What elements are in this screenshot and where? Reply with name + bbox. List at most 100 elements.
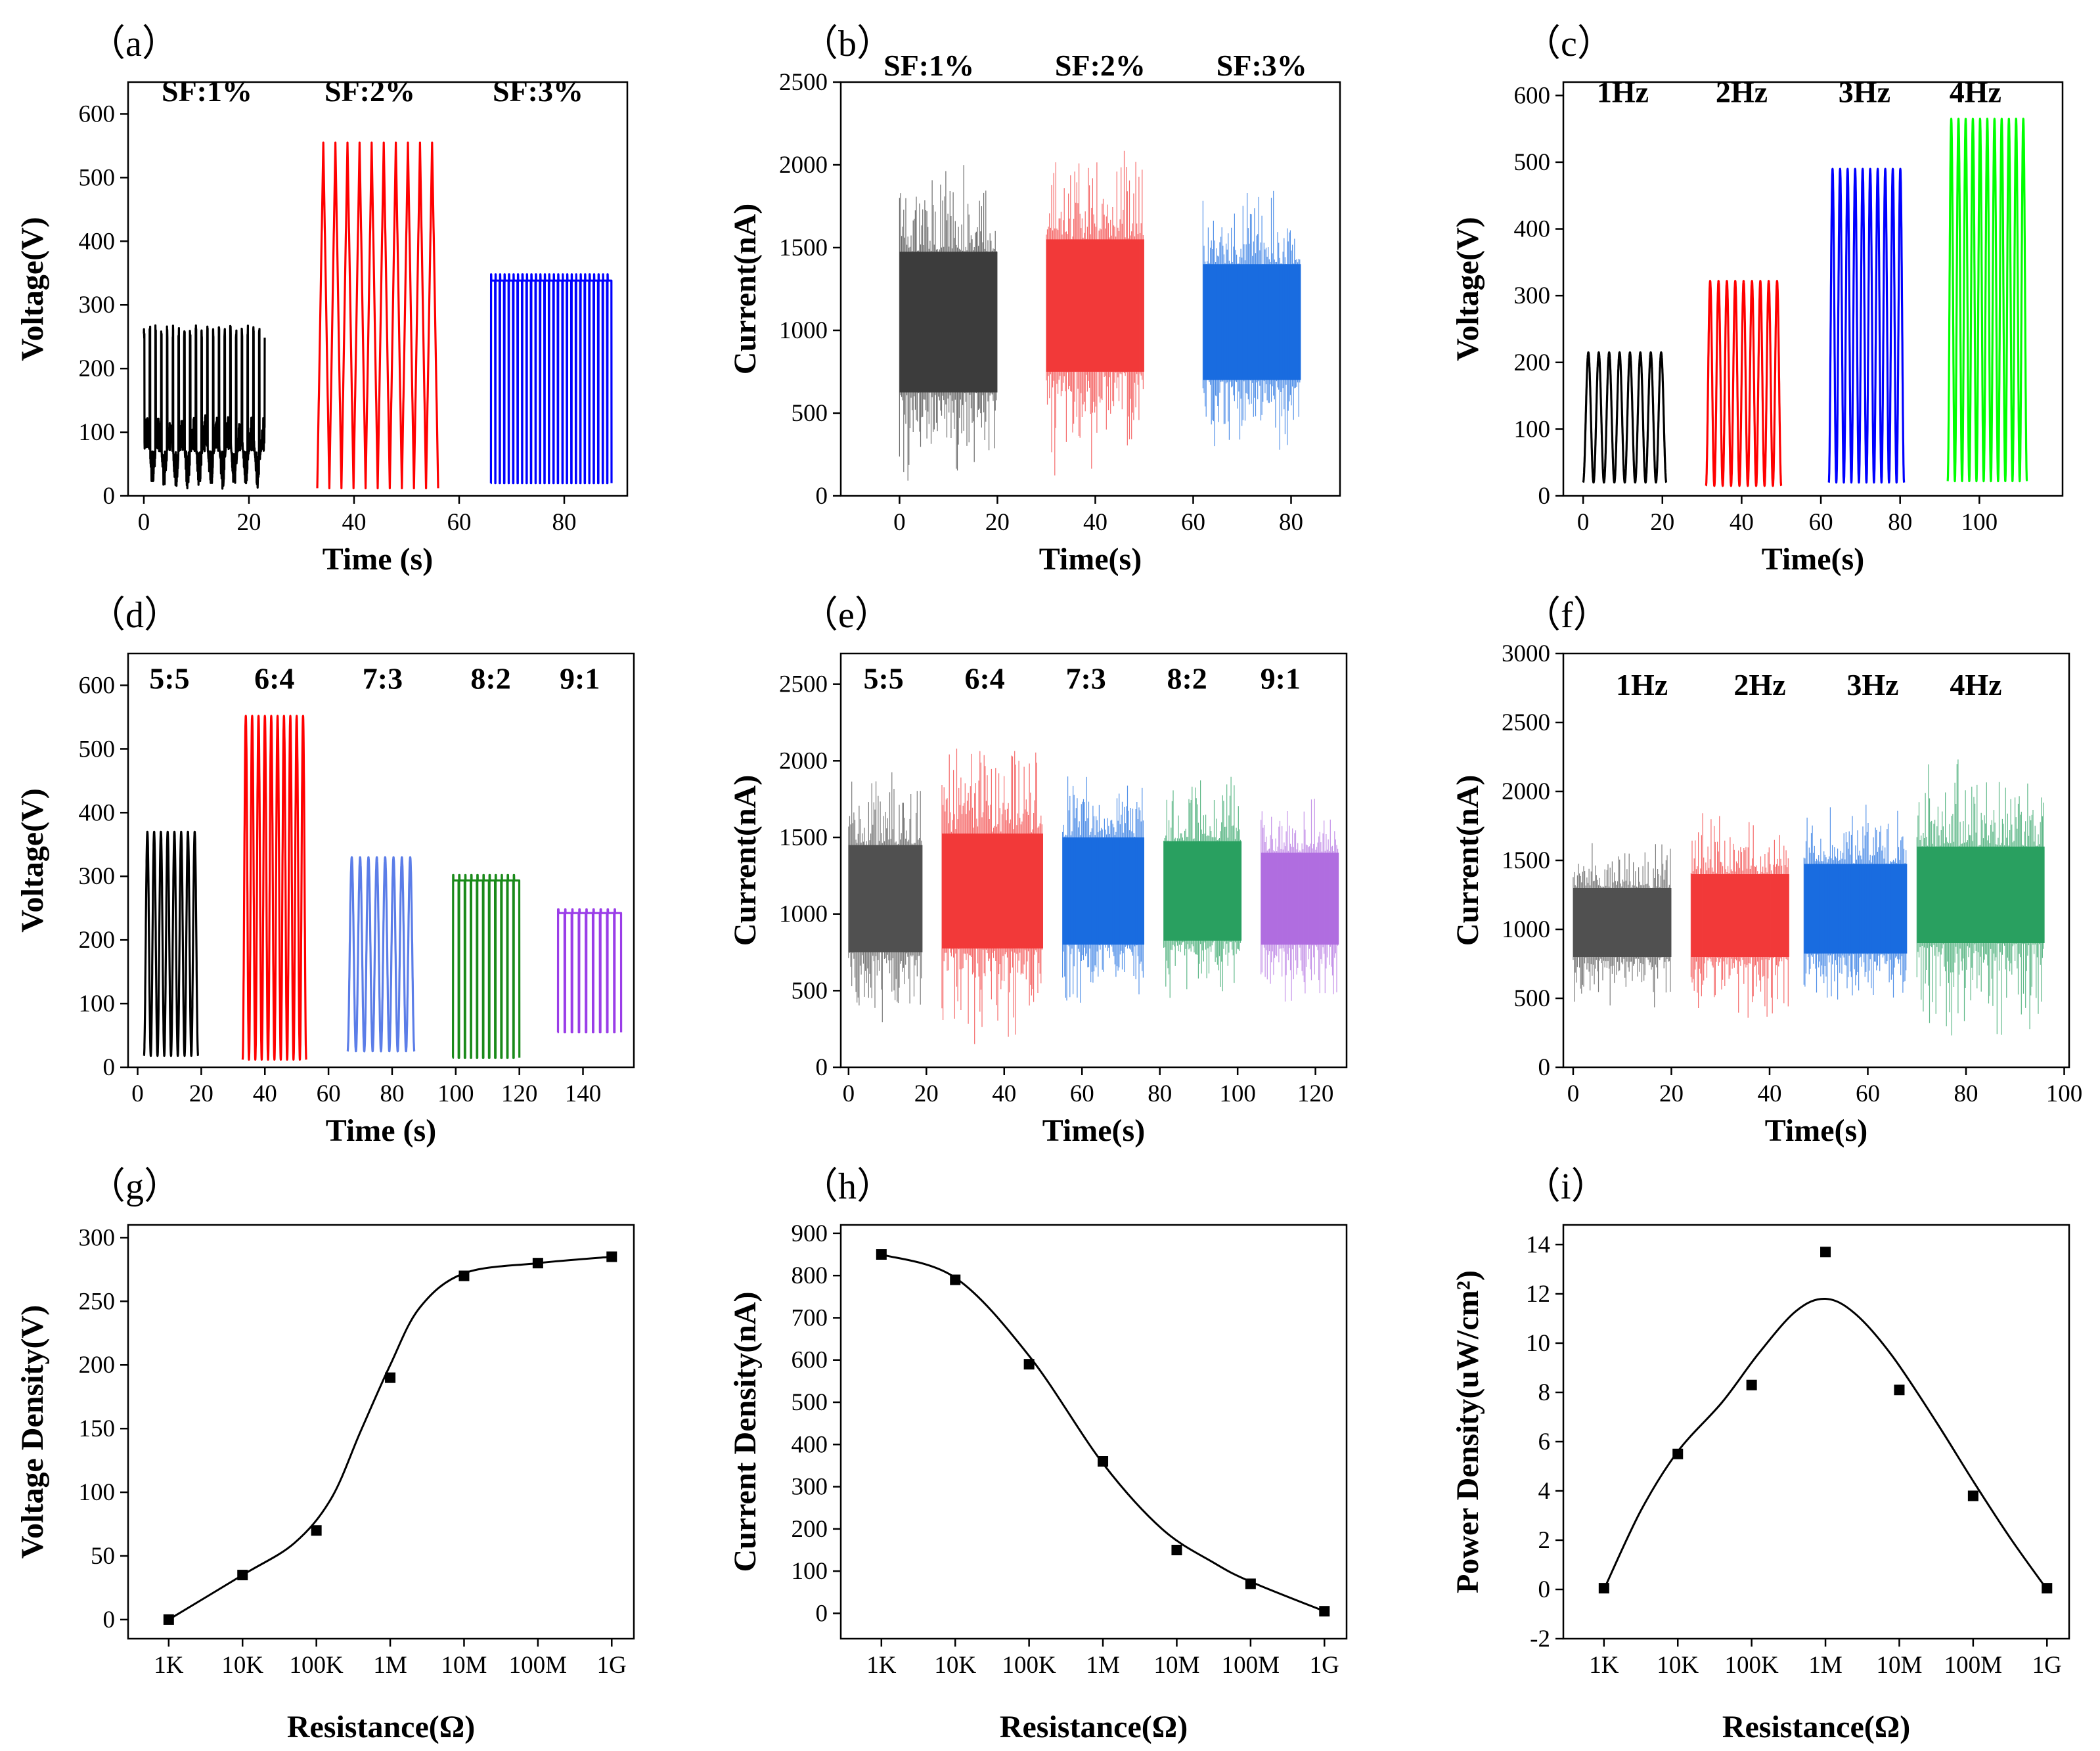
data-point-1M	[1098, 1456, 1109, 1467]
annotation: 4Hz	[1950, 668, 2001, 701]
y-tick-label: 600	[79, 100, 116, 127]
x-tick-label: 1K	[866, 1652, 897, 1679]
panel-d: （d） 0 100 200 300 400 500 600 0 20 40 60 80 100 120 140…	[15, 595, 635, 1148]
series-SF3-band	[1202, 190, 1301, 450]
y-axis-label: Current(nA)	[728, 775, 763, 946]
x-axis-label: Resistance(Ω)	[1000, 1710, 1188, 1744]
x-tick-label: 20	[1650, 509, 1674, 536]
band-spikes	[941, 748, 1042, 1044]
data-point-10M	[1894, 1385, 1905, 1396]
y-tick-label: 1000	[779, 901, 828, 928]
y-axis-label: Power Density(uW/cm²)	[1450, 1270, 1485, 1593]
data-point-1G	[1319, 1606, 1330, 1617]
y-tick-label: 200	[79, 355, 116, 382]
panel-label: （c）	[1524, 24, 1614, 64]
data-point-100M	[1967, 1490, 1978, 1501]
data-point-1M	[385, 1372, 396, 1383]
y-tick-label: 2500	[1502, 709, 1550, 736]
x-tick-label: 20	[1659, 1080, 1684, 1107]
annotation: SF:2%	[1055, 49, 1146, 82]
y-axis-label: Voltage(V)	[15, 788, 50, 933]
panel-g: （g） 0 50 100 150 200 250 300 1K 10K 100K 1M 10M 100M 1…	[15, 1166, 635, 1744]
annotation: 3Hz	[1846, 668, 1898, 701]
x-tick-label: 80	[1279, 509, 1303, 536]
x-tick-label: 80	[1888, 509, 1912, 536]
y-tick-label: 200	[79, 1352, 116, 1379]
y-tick-label: 10	[1526, 1330, 1550, 1357]
plot-frame	[839, 81, 1341, 497]
band-core	[899, 252, 998, 393]
y-tick-label: 300	[79, 1224, 116, 1251]
x-tick-label: 0	[843, 1080, 855, 1107]
y-tick-label: 100	[1514, 416, 1551, 443]
data-point-100M	[1245, 1578, 1256, 1589]
band-spikes	[1573, 843, 1671, 1008]
series-64-band	[941, 748, 1043, 1044]
y-tick-label: 400	[792, 1431, 828, 1458]
series-SF2-band	[1046, 150, 1144, 476]
y-tick-label: 600	[792, 1347, 828, 1374]
y-axis-label: Current(nA)	[728, 204, 763, 374]
y-tick-label: 0	[103, 1054, 116, 1081]
y-tick-label: -2	[1530, 1626, 1550, 1652]
x-tick-label: 40	[992, 1080, 1016, 1107]
plot-frame	[839, 1224, 1348, 1640]
series-4Hz-band	[1916, 759, 2045, 1036]
y-tick-label: 150	[79, 1415, 116, 1442]
y-tick-label: 0	[103, 1607, 116, 1633]
panel-b: （b） 0 500 1000 1500 2000 2500 0 20 40 60 80 Time(s) C…	[728, 24, 1341, 577]
x-tick-label: 40	[342, 509, 367, 536]
y-tick-label: 500	[1514, 149, 1551, 176]
x-tick-label: 1M	[373, 1652, 407, 1679]
y-tick-label: 400	[1514, 216, 1551, 243]
data-point-100M	[532, 1258, 543, 1269]
y-tick-label: 1000	[1502, 916, 1550, 943]
x-tick-label: 60	[1181, 509, 1205, 536]
x-tick-label: 20	[189, 1080, 213, 1107]
data-point-100K	[1746, 1379, 1757, 1390]
annotation: 7:3	[363, 661, 403, 695]
plot-frame	[839, 652, 1348, 1069]
y-tick-label: 0	[103, 483, 116, 510]
x-tick-label: 80	[552, 509, 577, 536]
panel-label: （e）	[801, 595, 891, 636]
y-tick-label: 1500	[1502, 847, 1550, 874]
x-tick-label: 10M	[1877, 1652, 1923, 1679]
data-point-10M	[1171, 1545, 1182, 1555]
x-tick-label: 60	[1856, 1080, 1880, 1107]
data-point-10K	[1672, 1448, 1684, 1459]
x-tick-label: 1G	[1310, 1652, 1339, 1679]
y-tick-label: 2000	[779, 747, 828, 774]
panel-f: （f） 0 500 1000 1500 2000 2500 3000 0 20 40 60 80 100 T…	[1450, 595, 2082, 1148]
data-point-100K	[311, 1525, 322, 1536]
data-point-10K	[237, 1570, 248, 1581]
y-tick-label: 500	[792, 400, 828, 427]
x-tick-label: 100K	[290, 1652, 344, 1679]
data-point-1K	[163, 1614, 174, 1625]
panel-c: （c） 0 100 200 300 400 500 600 0 20 40 60 80 100 Time(s…	[1450, 24, 2064, 577]
x-tick-label: 140	[565, 1080, 602, 1107]
y-tick-label: 8	[1538, 1379, 1551, 1406]
series-2Hz-line	[1705, 280, 1783, 487]
y-tick-label: 500	[792, 1389, 828, 1416]
panel-label: （f）	[1524, 595, 1610, 636]
annotation: 3Hz	[1839, 75, 1890, 108]
data-point-100K	[1023, 1359, 1035, 1370]
annotation: 6:4	[254, 661, 294, 695]
y-tick-label: 4	[1538, 1478, 1551, 1505]
x-tick-label: 1G	[2032, 1652, 2062, 1679]
annotation: 5:5	[863, 662, 903, 696]
y-tick-label: 100	[79, 990, 116, 1017]
y-tick-label: 0	[1538, 1054, 1551, 1081]
y-tick-label: 500	[1514, 985, 1551, 1012]
plot-frame	[1562, 1224, 2070, 1640]
panel-i: （i） -2 0 2 4 6 8 10 12 14 1K 10K 100K 1M 10M 100M 1G Resi…	[1450, 1166, 2070, 1744]
x-tick-label: 1G	[597, 1652, 627, 1679]
y-tick-label: 2000	[779, 152, 828, 179]
y-tick-label: 0	[816, 483, 828, 510]
x-tick-label: 40	[1730, 509, 1754, 536]
y-tick-label: 100	[79, 1479, 116, 1506]
x-tick-label: 100	[1219, 1080, 1256, 1107]
x-axis-label: Time(s)	[1762, 542, 1864, 577]
